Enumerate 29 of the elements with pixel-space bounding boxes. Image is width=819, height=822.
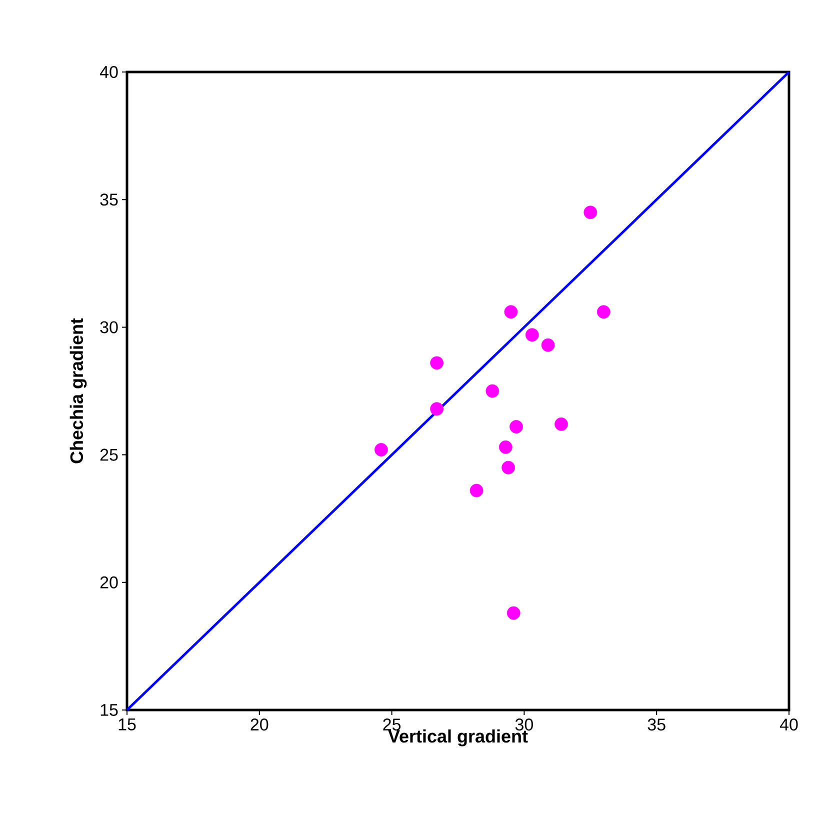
point: [525, 328, 539, 342]
x-tick-label: 25: [383, 718, 401, 731]
y-tick-label: 35: [100, 194, 118, 206]
point: [541, 338, 555, 352]
y-tick-label: 30: [100, 321, 118, 334]
point: [502, 460, 516, 474]
x-tick-label: 40: [780, 718, 798, 731]
point: [584, 206, 598, 220]
point: [506, 606, 520, 620]
x-tick-label: 35: [648, 718, 666, 731]
point: [498, 440, 512, 454]
point: [430, 402, 444, 416]
point: [554, 417, 568, 431]
x-tick-label: 30: [515, 718, 533, 731]
x-tick-label: 20: [250, 718, 268, 731]
y-tick-label: 20: [100, 576, 118, 588]
point: [470, 484, 484, 498]
point: [374, 443, 388, 456]
y-axis-title: Chechia gradient: [70, 318, 87, 464]
point: [596, 305, 610, 319]
point: [504, 305, 518, 319]
y-tick-label: 25: [100, 448, 118, 461]
point: [430, 356, 444, 370]
point: [510, 420, 523, 434]
y-tick-label: 40: [100, 66, 118, 78]
y-tick-label: 15: [100, 704, 118, 716]
x-axis-title: Vertical gradient: [388, 729, 528, 746]
x-tick-label: 15: [118, 718, 136, 730]
point: [486, 384, 500, 398]
